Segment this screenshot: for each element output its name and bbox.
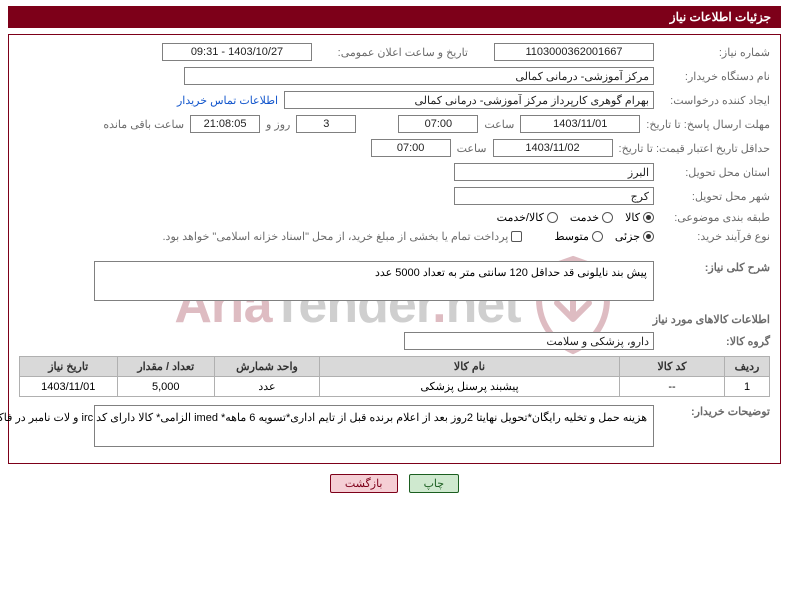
back-button[interactable]: بازگشت [330,474,398,493]
field-buyer-org[interactable] [184,67,654,85]
cell-idx: 1 [725,377,770,397]
row-purchase-type: نوع فرآیند خرید: جزئی متوسط پرداخت تمام … [19,230,770,243]
field-min-validity-date[interactable] [493,139,613,157]
page-root: جزئیات اطلاعات نیاز AriaTender.net شماره… [0,0,789,598]
label-buyer-notes: توضیحات خریدار: [660,405,770,418]
radio-goods[interactable]: کالا [625,211,654,224]
table-header-row: ردیف کد کالا نام کالا واحد شمارش تعداد /… [20,357,770,377]
row-buyer-notes: توضیحات خریدار: هزینه حمل و تخلیه رایگان… [19,405,770,447]
label-min-validity: حداقل تاریخ اعتبار قیمت: تا تاریخ: [619,142,770,155]
field-requester[interactable] [284,91,654,109]
checkbox-payment[interactable]: پرداخت تمام یا بخشی از مبلغ خرید، از محل… [163,230,523,243]
label-time-1: ساعت [484,118,514,131]
link-buyer-contact[interactable]: اطلاعات تماس خریدار [177,94,278,107]
label-remaining: ساعت باقی مانده [103,118,184,131]
field-deadline-time[interactable] [398,115,478,133]
row-general-desc: شرح کلی نیاز: پیش بند نایلونی قد حداقل 1… [19,261,770,301]
radio-dot-icon [643,212,654,223]
th-qty: تعداد / مقدار [117,357,215,377]
radio-dot-icon [602,212,613,223]
payment-note: پرداخت تمام یا بخشی از مبلغ خرید، از محل… [163,230,509,243]
th-idx: ردیف [725,357,770,377]
row-min-validity: حداقل تاریخ اعتبار قیمت: تا تاریخ: ساعت [19,139,770,157]
row-requester: ایجاد کننده درخواست: اطلاعات تماس خریدار [19,91,770,109]
field-deadline-date[interactable] [520,115,640,133]
label-requester: ایجاد کننده درخواست: [660,94,770,107]
field-need-no[interactable] [494,43,654,61]
section-goods-info: اطلاعات کالاهای مورد نیاز [19,313,770,326]
button-row: چاپ بازگشت [8,474,781,493]
field-days[interactable] [296,115,356,133]
field-min-validity-time[interactable] [371,139,451,157]
row-goods-group: گروه کالا: [19,332,770,350]
row-classification: طبقه بندی موضوعی: کالا خدمت کالا/خدمت [19,211,770,224]
label-classification: طبقه بندی موضوعی: [660,211,770,224]
field-countdown[interactable] [190,115,260,133]
field-general-desc[interactable]: پیش بند نایلونی قد حداقل 120 سانتی متر ب… [94,261,654,301]
th-name: نام کالا [320,357,620,377]
radio-goods-service[interactable]: کالا/خدمت [497,211,558,224]
field-city[interactable] [454,187,654,205]
radio-service[interactable]: خدمت [570,211,613,224]
print-button[interactable]: چاپ [409,474,460,493]
panel-title: جزئیات اطلاعات نیاز [8,6,781,28]
label-need-no: شماره نیاز: [660,46,770,59]
radio-dot-icon [592,231,603,242]
label-announce-dt: تاریخ و ساعت اعلان عمومی: [318,46,468,59]
goods-table: ردیف کد کالا نام کالا واحد شمارش تعداد /… [19,356,770,397]
th-date: تاریخ نیاز [20,357,118,377]
label-days-and: روز و [266,118,290,131]
radio-dot-icon [547,212,558,223]
cell-code: -- [620,377,725,397]
label-deadline: مهلت ارسال پاسخ: تا تاریخ: [646,118,770,131]
field-goods-group[interactable] [404,332,654,350]
label-time-2: ساعت [457,142,487,155]
th-unit: واحد شمارش [215,357,320,377]
radio-partial[interactable]: جزئی [615,230,654,243]
label-general-desc: شرح کلی نیاز: [660,261,770,274]
field-buyer-notes[interactable]: هزینه حمل و تخلیه رایگان*تحویل نهایتا 2ر… [94,405,654,447]
cell-name: پیشبند پرسنل پزشکی [320,377,620,397]
checkbox-icon [511,231,522,242]
main-panel: شماره نیاز: تاریخ و ساعت اعلان عمومی: نا… [8,34,781,464]
label-city: شهر محل تحویل: [660,190,770,203]
row-buyer-org: نام دستگاه خریدار: [19,67,770,85]
radio-group-category: کالا خدمت کالا/خدمت [497,211,654,224]
label-goods-group: گروه کالا: [660,335,770,348]
cell-unit: عدد [215,377,320,397]
cell-qty: 5,000 [117,377,215,397]
row-deadline: مهلت ارسال پاسخ: تا تاریخ: ساعت روز و سا… [19,115,770,133]
table-row: 1 -- پیشبند پرسنل پزشکی عدد 5,000 1403/1… [20,377,770,397]
row-province: استان محل تحویل: [19,163,770,181]
label-purchase-type: نوع فرآیند خرید: [660,230,770,243]
field-announce-dt[interactable] [162,43,312,61]
field-province[interactable] [454,163,654,181]
row-city: شهر محل تحویل: [19,187,770,205]
cell-date: 1403/11/01 [20,377,118,397]
radio-medium[interactable]: متوسط [554,230,603,243]
radio-dot-icon [643,231,654,242]
radio-group-purchase-type: جزئی متوسط [554,230,654,243]
th-code: کد کالا [620,357,725,377]
row-need-no: شماره نیاز: تاریخ و ساعت اعلان عمومی: [19,43,770,61]
label-province: استان محل تحویل: [660,166,770,179]
label-buyer-org: نام دستگاه خریدار: [660,70,770,83]
